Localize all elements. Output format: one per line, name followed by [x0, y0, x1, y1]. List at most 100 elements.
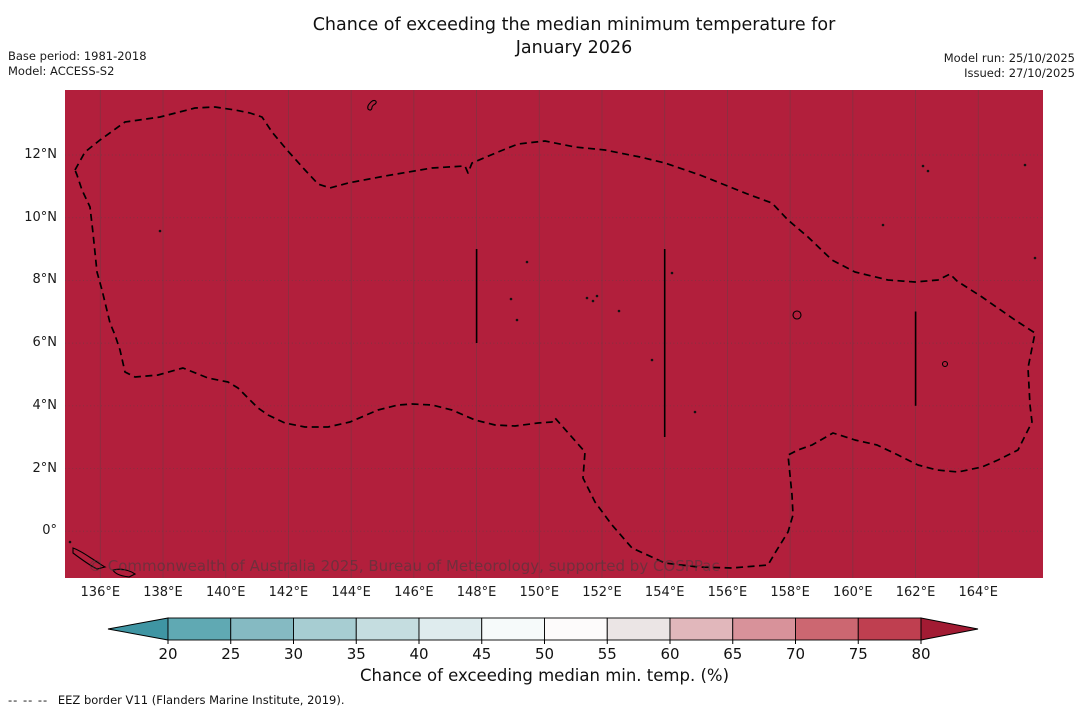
colorbar-tick-label: 20	[158, 645, 177, 663]
colorbar-segment	[418, 617, 483, 641]
colorbar-caption: Chance of exceeding median min. temp. (%…	[359, 666, 730, 685]
x-axis-labels: 136°E 138°E 140°E 142°E 144°E 146°E 148°E 150°E…	[0, 585, 1085, 605]
y-tick-label: 0°	[42, 523, 57, 539]
colorbar-tick-label: 25	[221, 645, 240, 663]
y-tick-label: 2°N	[32, 460, 58, 476]
colorbar-tick-label: 45	[472, 645, 491, 663]
model-text: Model: ACCESS-S2	[8, 64, 115, 78]
colorbar-under-arrow	[107, 617, 169, 641]
island-new-ireland-outline	[72, 547, 107, 570]
colorbar-tick-label: 40	[409, 645, 428, 663]
island-speck	[68, 540, 72, 544]
colorbar-tick-label: 80	[911, 645, 930, 663]
colorbar: 20 25 30 35 40 45 50 55 60 65 70 75 80	[107, 617, 979, 663]
y-tick-label: 12°N	[24, 147, 57, 162]
island-new-britain-outline	[112, 568, 137, 578]
eez-border-dashed	[74, 106, 1036, 569]
x-tick-label: 148°E	[456, 585, 497, 600]
colorbar-tick-label: 55	[598, 645, 617, 663]
island-speck	[693, 410, 697, 414]
colorbar-segment	[857, 617, 922, 641]
island-kosrae-outline	[941, 360, 949, 368]
map-canvas: © Commonwealth of Australia 2025, Bureau…	[65, 90, 1043, 578]
island-speck	[617, 309, 621, 313]
map-watermark: © Commonwealth of Australia 2025, Bureau…	[88, 557, 720, 575]
model-run-text: Model run: 25/10/2025	[943, 51, 1075, 65]
colorbar-segment	[293, 617, 357, 641]
colorbar-segment	[230, 617, 294, 641]
island-speck	[585, 296, 589, 300]
colorbar-segments	[107, 617, 979, 641]
eez-dash-sample: -- -- --	[8, 693, 49, 707]
colorbar-segment	[355, 617, 420, 641]
map-plot-area: © Commonwealth of Australia 2025, Bureau…	[65, 90, 1043, 578]
colorbar-tick-labels: 20 25 30 35 40 45 50 55 60 65 70 75 80	[158, 645, 930, 663]
colorbar-tick-label: 70	[786, 645, 805, 663]
colorbar-segment	[606, 617, 671, 641]
colorbar-segment	[795, 617, 859, 641]
x-tick-label: 152°E	[582, 585, 622, 600]
x-tick-label: 158°E	[770, 585, 810, 600]
footer-legend: -- -- -- EEZ border V11 (Flanders Marine…	[8, 693, 345, 707]
island-speck	[595, 294, 599, 298]
colorbar-tick-label: 75	[849, 645, 868, 663]
x-tick-label: 154°E	[644, 585, 685, 600]
x-tick-label: 140°E	[205, 585, 246, 600]
x-tick-label: 146°E	[394, 585, 434, 600]
colorbar-tick-label: 60	[660, 645, 679, 663]
meta-left: Base period: 1981-2018 Model: ACCESS-S2	[8, 49, 147, 79]
island-speck	[926, 169, 930, 173]
base-period-text: Base period: 1981-2018	[8, 49, 147, 63]
colorbar-tick-label: 35	[347, 645, 366, 663]
island-speck	[515, 318, 519, 322]
colorbar-tick-label: 50	[535, 645, 554, 663]
x-tick-label: 156°E	[707, 585, 748, 600]
island-speck	[525, 260, 529, 264]
y-tick-label: 8°N	[32, 272, 58, 288]
figure-title: Chance of exceeding the median minimum t…	[85, 14, 1063, 60]
island-speck	[1033, 256, 1037, 260]
island-speck	[650, 358, 654, 362]
colorbar-segment	[481, 617, 545, 641]
issued-text: Issued: 27/10/2025	[964, 66, 1075, 80]
island-speck	[1023, 163, 1027, 167]
colorbar-segment	[544, 617, 608, 641]
meridian-boundary-lines	[475, 249, 917, 437]
x-tick-label: 144°E	[331, 585, 371, 600]
figure-title-line2: January 2026	[515, 38, 633, 58]
colorbar-segment	[167, 617, 232, 641]
colorbar-over-arrow	[920, 617, 979, 641]
x-tick-label: 150°E	[519, 585, 560, 600]
island-speck	[509, 297, 513, 301]
island-speck	[670, 271, 674, 275]
colorbar-segment	[732, 617, 796, 641]
island-speck	[921, 164, 925, 168]
x-tick-label: 160°E	[833, 585, 873, 600]
map-background	[65, 90, 1043, 578]
y-tick-label: 4°N	[32, 397, 58, 413]
island-specks	[68, 163, 1037, 544]
y-tick-label: 10°N	[24, 209, 57, 225]
eez-legend-text: EEZ border V11 (Flanders Marine Institut…	[57, 693, 345, 707]
map-gridlines	[65, 90, 1043, 578]
x-tick-label: 138°E	[143, 585, 183, 600]
island-speck	[881, 223, 885, 227]
colorbar-ticks	[167, 640, 922, 644]
island-guam-outline	[367, 99, 377, 111]
meta-right: Model run: 25/10/2025 Issued: 27/10/2025	[944, 51, 1075, 81]
islands	[68, 99, 1037, 578]
x-tick-label: 162°E	[895, 585, 936, 600]
x-tick-label: 136°E	[80, 585, 121, 600]
island-speck	[158, 229, 162, 233]
x-tick-label: 164°E	[958, 585, 998, 600]
island-speck	[591, 299, 595, 303]
y-axis-labels: 12°N 10°N 8°N 6°N 4°N 2°N 0°	[0, 0, 60, 713]
colorbar-tick-label: 30	[284, 645, 303, 663]
y-tick-label: 6°N	[32, 335, 58, 351]
colorbar-tick-label: 65	[723, 645, 742, 663]
figure-title-line1: Chance of exceeding the median minimum t…	[312, 15, 836, 35]
island-pohnpei-outline	[792, 310, 802, 320]
x-tick-label: 142°E	[268, 585, 309, 600]
colorbar-segment	[669, 617, 734, 641]
